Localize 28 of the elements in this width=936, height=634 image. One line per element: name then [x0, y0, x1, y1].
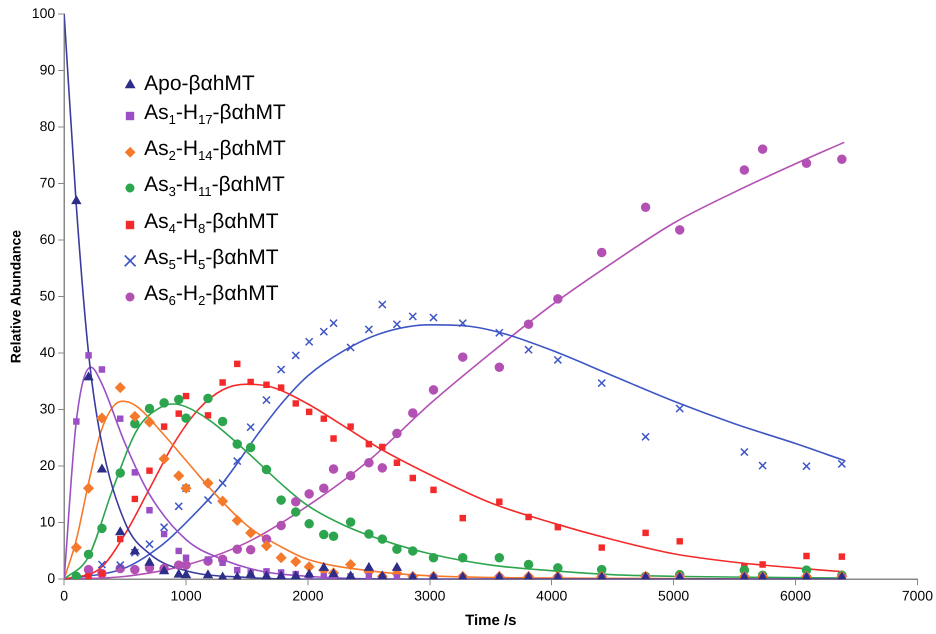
legend-label: As$_{2}$-H$_{14}$-βαhMT	[144, 136, 286, 166]
y-tick-label: 50	[40, 287, 56, 304]
x-tick-label: 3000	[414, 587, 446, 604]
y-tick-label: 0	[47, 570, 56, 586]
y-tick-label: 80	[40, 118, 56, 134]
y-tick-label: 30	[40, 400, 56, 416]
legend-label: As$_{6}$-H$_{2}$-βαhMT	[144, 280, 279, 310]
x-tick-label: 0	[60, 587, 68, 604]
x-tick-label: 7000	[902, 587, 934, 604]
x-tick-label: 4000	[536, 587, 568, 604]
x-tick-label: 6000	[780, 587, 812, 604]
legend-label: As$_{5}$-H$_{5}$-βαhMT	[144, 244, 279, 274]
legend-label: As$_{3}$-H$_{11}$-βαhMT	[144, 172, 285, 202]
y-axis-title: Relative Abundance	[7, 230, 24, 364]
x-tick-label: 5000	[658, 587, 690, 604]
y-tick-label: 10	[40, 514, 56, 530]
y-tick-label: 100	[32, 4, 56, 21]
y-tick-label: 20	[40, 457, 56, 474]
x-tick-label: 1000	[170, 587, 202, 604]
legend-label: Apo-βαhMT	[144, 71, 255, 97]
y-tick-label: 90	[40, 61, 56, 78]
x-axis-title: Time /s	[465, 612, 517, 630]
y-tick-label: 70	[40, 174, 56, 190]
x-tick-label: 2000	[292, 587, 324, 604]
y-tick-label: 60	[40, 230, 56, 247]
legend-label: As$_{4}$-H$_{8}$-βαhMT	[144, 208, 279, 238]
y-tick-label: 40	[40, 344, 56, 360]
legend-label: As$_{1}$-H$_{17}$-βαhMT	[144, 100, 286, 130]
